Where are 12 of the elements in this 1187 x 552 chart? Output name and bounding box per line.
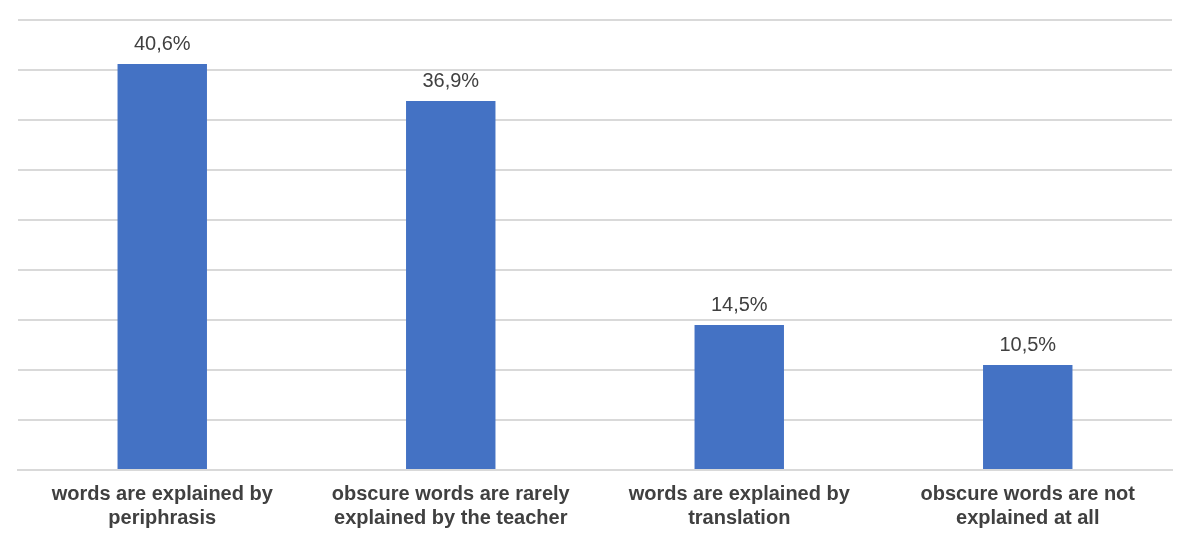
x-tick-label: obscure words are not explained at all — [920, 481, 1136, 528]
x-tick-label: words are explained by translation — [627, 481, 851, 528]
x-tick-label: words are explained by periphrasis — [50, 481, 274, 528]
data-label: 10,5% — [999, 332, 1057, 355]
bar — [983, 365, 1073, 469]
bar — [406, 101, 496, 469]
bar — [117, 64, 207, 469]
data-label: 40,6% — [133, 31, 191, 54]
bar — [694, 325, 784, 469]
x-tick-label: obscure words are rarely explained by the teacher — [331, 481, 571, 528]
data-label: 14,5% — [710, 292, 768, 315]
data-label: 36,9% — [422, 68, 480, 91]
